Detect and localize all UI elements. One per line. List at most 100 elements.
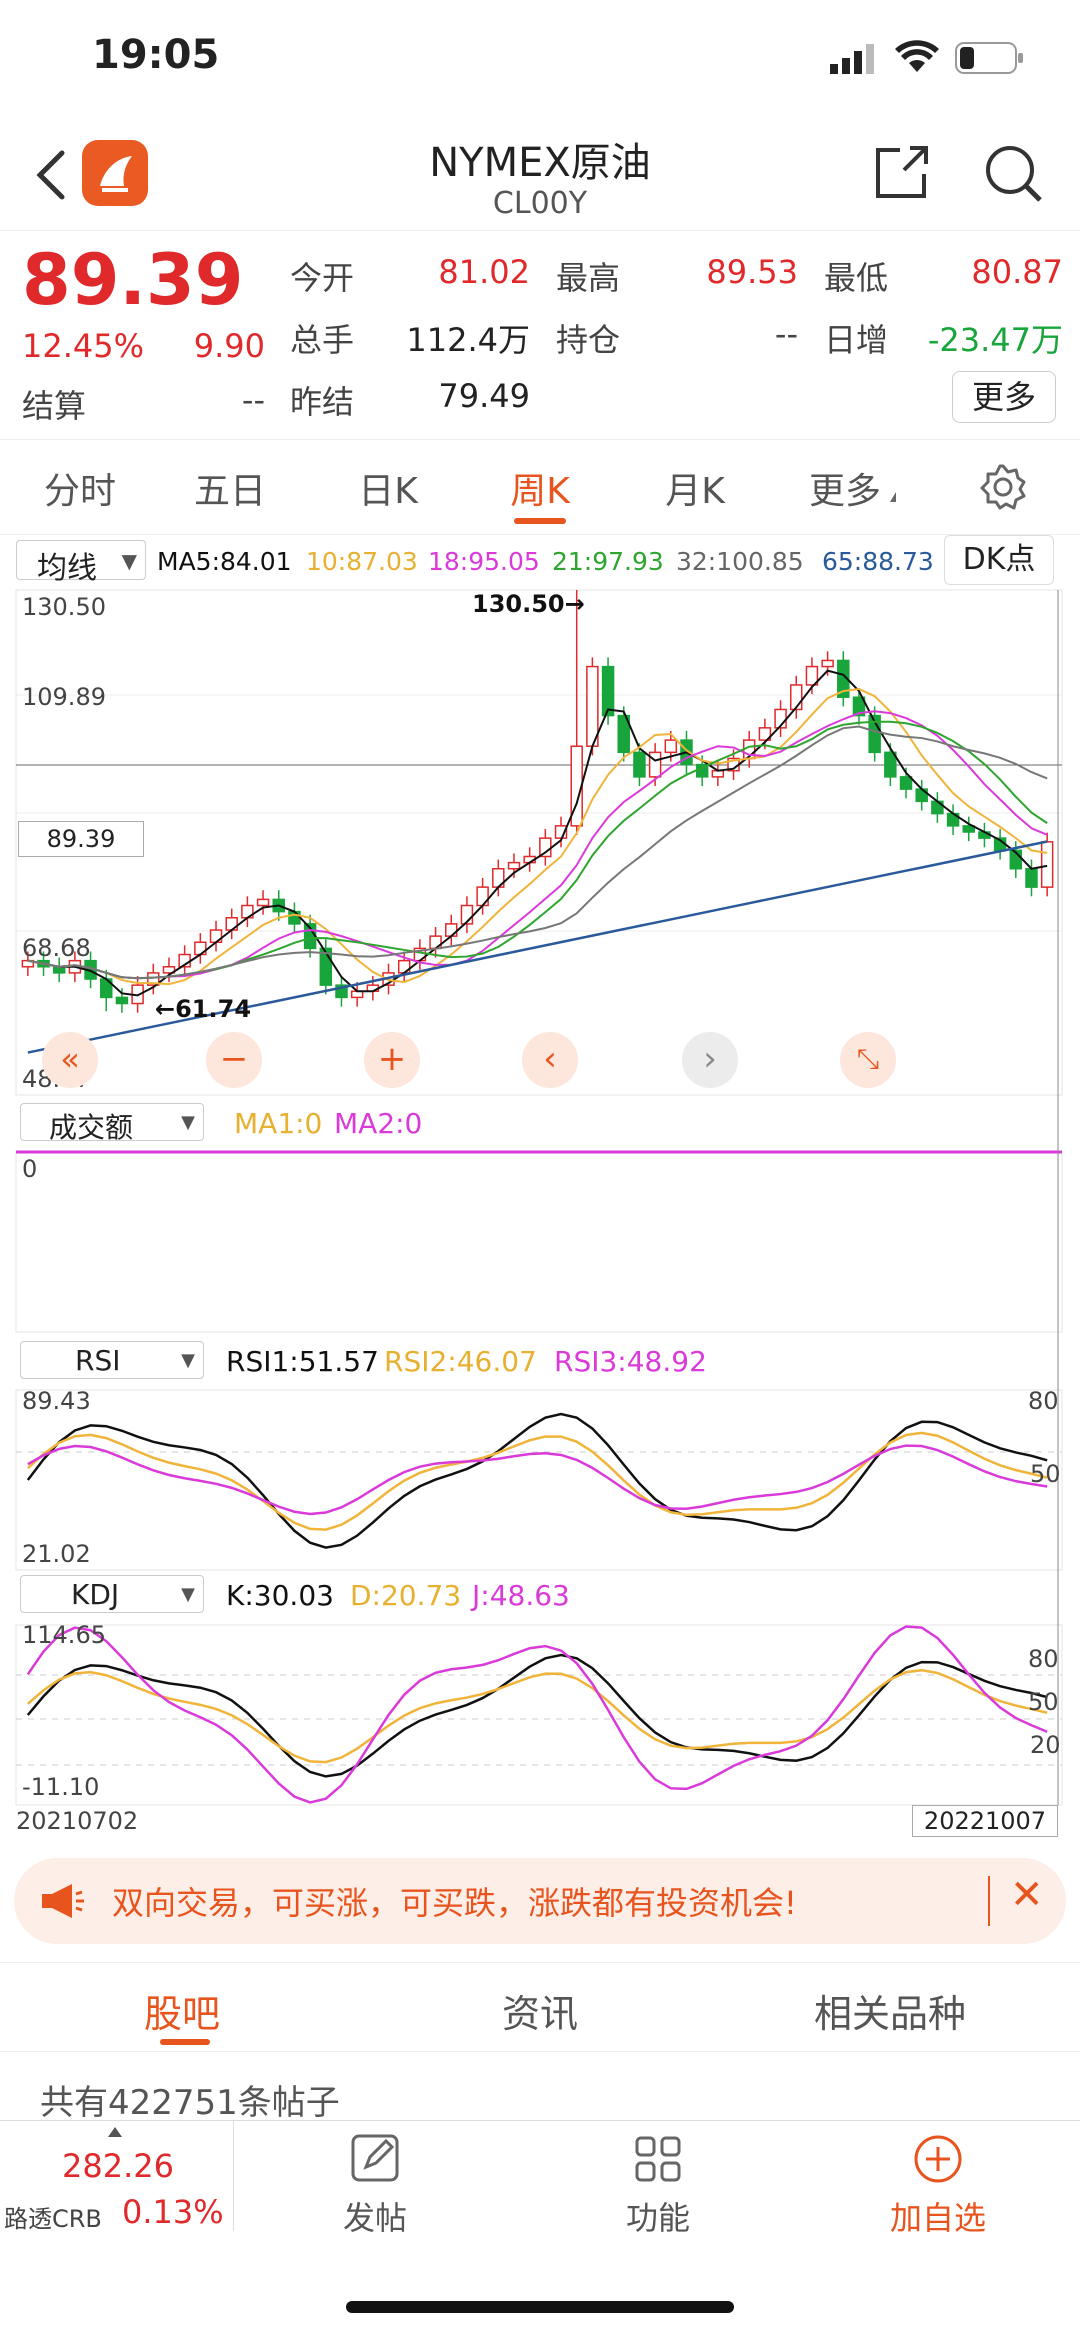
kdj-type-label: KDJ <box>71 1578 120 1611</box>
kdj-80-label: 80 <box>1028 1645 1059 1673</box>
candle <box>758 727 772 741</box>
chevron-down-icon: ▼ <box>181 1350 195 1371</box>
rsi-bottom-label: 21.02 <box>22 1540 91 1568</box>
crb-value: 282.26 <box>62 2147 174 2185</box>
scroll-right-icon[interactable]: › <box>682 1032 738 1088</box>
rsi2-line <box>27 1431 1048 1531</box>
volume-type-label: 成交额 <box>49 1111 134 1144</box>
content-tabs: 股吧 资讯 相关品种 <box>0 1962 1080 2052</box>
add-watchlist-button[interactable]: 加自选 <box>889 2199 986 2237</box>
change-amount: 9.90 <box>193 327 265 365</box>
prev-settle-label: 昨结 <box>290 383 355 421</box>
function-button[interactable]: 功能 <box>625 2199 690 2237</box>
low-label: 最低 <box>824 259 889 297</box>
megaphone-icon <box>38 1882 84 1924</box>
candle <box>115 996 129 1005</box>
quote-panel: 89.39 12.45% 9.90 结算 -- 今开 81.02 最高 89.5… <box>0 230 1080 440</box>
ma65-line <box>27 840 1048 1054</box>
candle <box>601 665 615 717</box>
tab-five-day[interactable]: 五日 <box>193 471 266 512</box>
candle <box>256 898 270 907</box>
back-button[interactable] <box>30 145 70 209</box>
ma10-line <box>27 688 1048 986</box>
tab-guba[interactable]: 股吧 <box>143 1992 220 2036</box>
kdj-d-value: D:20.73 <box>350 1579 462 1612</box>
open-interest-value: -- <box>774 315 798 353</box>
close-icon[interactable]: ✕ <box>1010 1872 1044 1918</box>
volume-type-select[interactable]: 成交额 ▼ <box>20 1103 204 1144</box>
ma5-value: MA5:84.01 <box>157 547 292 576</box>
kdj-type-select[interactable]: KDJ ▼ <box>20 1575 204 1613</box>
more-quote-button[interactable]: 更多 <box>952 371 1056 423</box>
y-axis-top-label: 130.50 <box>22 593 106 621</box>
rsi3-value: RSI3:48.92 <box>554 1345 707 1378</box>
rsi2-value: RSI2:46.07 <box>384 1345 537 1378</box>
kdj-k-line <box>26 1653 1048 1778</box>
tab-week-k[interactable]: 周K <box>510 471 570 512</box>
ma18-value: 18:95.05 <box>428 547 540 576</box>
candle <box>1025 868 1038 888</box>
function-grid-icon[interactable] <box>634 2135 682 2187</box>
tab-day-k[interactable]: 日K <box>358 471 418 512</box>
tab-related[interactable]: 相关品种 <box>813 1992 966 2036</box>
volume-panel-frame <box>15 1150 1063 1333</box>
kdj-k-value: K:30.03 <box>226 1579 334 1612</box>
promo-text: 双向交易，可买涨，可买跌，涨跌都有投资机会! <box>112 1884 797 1922</box>
period-tabs: 分时 五日 日K 周K 月K 更多 <box>0 440 1080 535</box>
page-subtitle: CL00Y <box>492 186 588 221</box>
ma32-line <box>27 725 1048 980</box>
fullscreen-icon[interactable]: ⤡ <box>840 1032 896 1088</box>
kdj-top-label: 114.65 <box>22 1621 106 1649</box>
post-button[interactable]: 发帖 <box>342 2199 407 2237</box>
zoom-minus-icon[interactable]: − <box>206 1032 262 1088</box>
max-price-marker: 130.50→ <box>472 590 585 618</box>
scroll-left-icon[interactable]: ‹ <box>522 1032 578 1088</box>
app-logo-icon[interactable] <box>82 140 148 206</box>
ma-type-label: 均线 <box>37 551 97 586</box>
candle <box>962 825 975 833</box>
rsi-panel-frame <box>15 1389 1063 1571</box>
kdj-d-line <box>27 1668 1048 1764</box>
zoom-out-far-icon[interactable]: « <box>42 1032 98 1088</box>
kdj-j-value: J:48.63 <box>472 1579 570 1612</box>
candle <box>805 665 819 686</box>
volume-label: 总手 <box>290 321 355 359</box>
share-icon[interactable] <box>870 140 934 208</box>
candle <box>445 923 458 937</box>
expand-up-icon <box>108 2127 122 2137</box>
candle <box>868 714 881 754</box>
settle-value: -- <box>241 381 265 419</box>
date-start-label: 20210702 <box>16 1807 139 1835</box>
status-bar: 19:05 <box>0 0 1080 120</box>
dk-point-button[interactable]: DK点 <box>944 535 1054 585</box>
ma-type-select[interactable]: 均线 ▼ <box>16 540 146 586</box>
settings-gear-icon[interactable] <box>978 462 1028 516</box>
tab-month-k[interactable]: 月K <box>665 471 725 512</box>
tab-more[interactable]: 更多 <box>808 471 881 512</box>
tab-intraday[interactable]: 分时 <box>43 471 116 512</box>
battery-icon <box>955 42 1025 78</box>
search-icon[interactable] <box>982 142 1046 210</box>
zoom-plus-icon[interactable]: + <box>364 1032 420 1088</box>
tab-news[interactable]: 资讯 <box>501 1992 578 2036</box>
volume-value: 112.4万 <box>406 321 530 359</box>
ma18-line <box>27 710 1048 980</box>
open-interest-label: 持仓 <box>556 321 621 359</box>
kdj-bottom-label: -11.10 <box>22 1773 100 1801</box>
rsi-80-label: 80 <box>1028 1387 1059 1415</box>
candle <box>884 751 897 778</box>
rsi-type-select[interactable]: RSI ▼ <box>20 1341 204 1379</box>
candle <box>147 972 160 986</box>
candle <box>617 714 630 754</box>
crb-index-widget[interactable]: 282.26 路透CRB 0.13% <box>0 2121 234 2233</box>
last-price: 89.39 <box>22 239 244 321</box>
bottom-toolbar: 282.26 路透CRB 0.13% 发帖 功能 加自选 <box>0 2120 1080 2337</box>
rsi-50-label: 50 <box>1030 1460 1061 1488</box>
promo-banner[interactable]: 双向交易，可买涨，可买跌，涨跌都有投资机会! ✕ <box>14 1858 1066 1944</box>
add-watchlist-icon[interactable] <box>912 2133 964 2189</box>
candle <box>899 776 913 790</box>
active-tab-indicator <box>514 518 566 524</box>
y-axis-label-4: 68.68 <box>22 934 91 962</box>
edit-post-icon[interactable] <box>350 2133 400 2187</box>
daily-increase-value: -23.47万 <box>927 321 1063 359</box>
